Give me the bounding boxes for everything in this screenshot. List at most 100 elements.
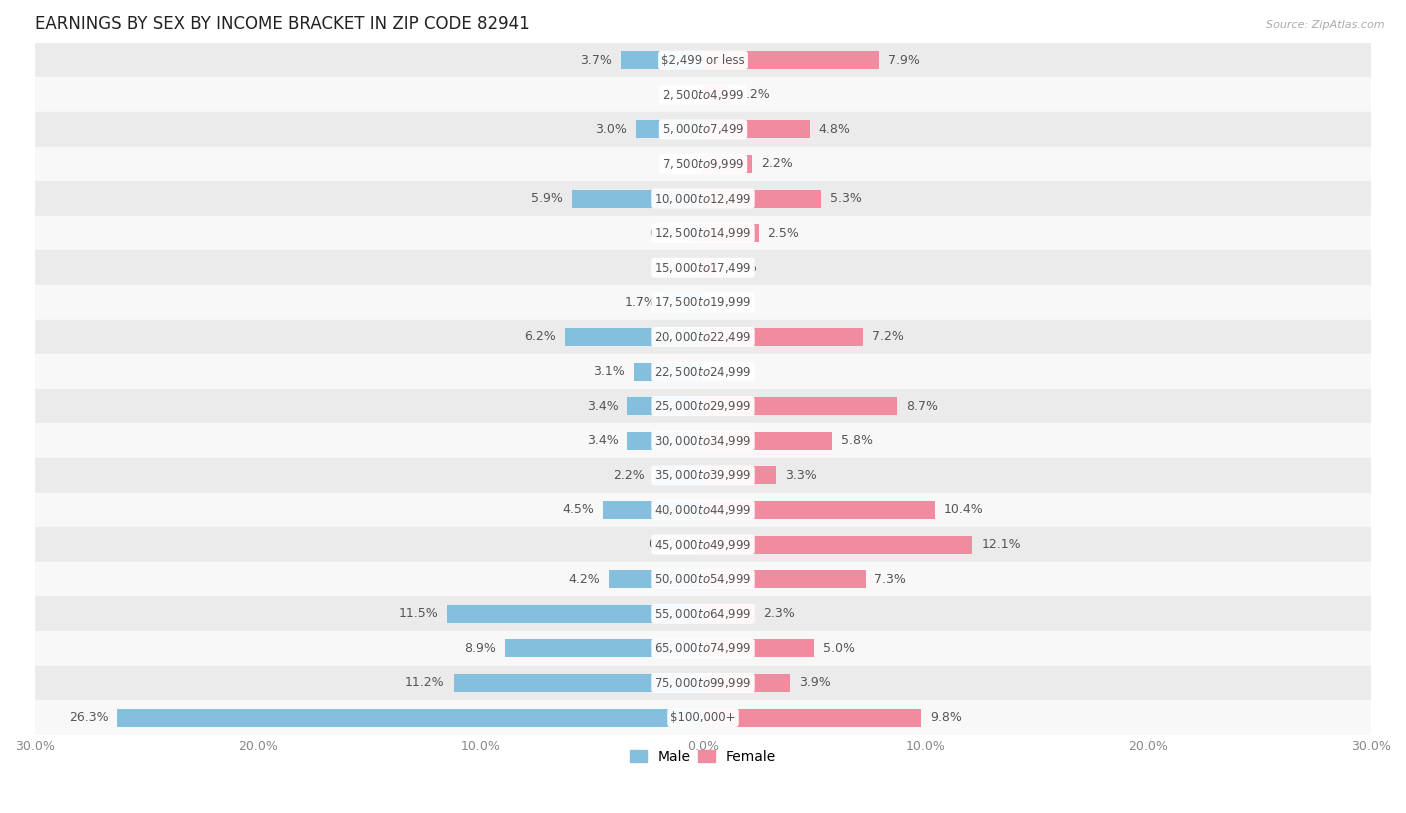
Text: $30,000 to $34,999: $30,000 to $34,999 <box>654 434 752 448</box>
Text: 5.0%: 5.0% <box>824 642 855 654</box>
Bar <box>35 700 1371 735</box>
Bar <box>454 674 703 692</box>
Bar <box>35 354 1371 389</box>
Text: $25,000 to $29,999: $25,000 to $29,999 <box>654 399 752 413</box>
Bar <box>35 181 1371 216</box>
Bar <box>35 216 1371 250</box>
Bar <box>703 432 832 450</box>
Text: 4.2%: 4.2% <box>569 572 600 585</box>
Bar <box>627 398 703 415</box>
Text: 0.0%: 0.0% <box>711 365 744 378</box>
Text: $35,000 to $39,999: $35,000 to $39,999 <box>654 468 752 482</box>
Bar <box>35 666 1371 700</box>
Text: $7,500 to $9,999: $7,500 to $9,999 <box>662 157 744 171</box>
Text: 2.5%: 2.5% <box>768 227 800 240</box>
Bar <box>35 424 1371 458</box>
Text: $75,000 to $99,999: $75,000 to $99,999 <box>654 676 752 690</box>
Text: 7.3%: 7.3% <box>875 572 907 585</box>
Bar <box>609 570 703 588</box>
Bar <box>703 709 921 727</box>
Text: 0.0%: 0.0% <box>711 296 744 309</box>
Bar <box>703 189 821 207</box>
Text: 11.5%: 11.5% <box>398 607 439 620</box>
Text: EARNINGS BY SEX BY INCOME BRACKET IN ZIP CODE 82941: EARNINGS BY SEX BY INCOME BRACKET IN ZIP… <box>35 15 530 33</box>
Text: 3.4%: 3.4% <box>586 434 619 447</box>
Text: $10,000 to $12,499: $10,000 to $12,499 <box>654 192 752 206</box>
Text: $2,500 to $4,999: $2,500 to $4,999 <box>662 88 744 102</box>
Bar <box>703 501 935 519</box>
Text: 5.9%: 5.9% <box>531 192 562 205</box>
Bar <box>689 224 703 242</box>
Text: 0.6%: 0.6% <box>648 227 681 240</box>
Bar <box>636 120 703 138</box>
Bar <box>35 493 1371 528</box>
Bar <box>35 320 1371 354</box>
Text: $12,500 to $14,999: $12,500 to $14,999 <box>654 226 752 240</box>
Bar <box>35 43 1371 77</box>
Text: $20,000 to $22,499: $20,000 to $22,499 <box>654 330 752 344</box>
Bar <box>703 259 717 276</box>
Bar <box>117 709 703 727</box>
Text: 5.8%: 5.8% <box>841 434 873 447</box>
Bar <box>703 51 879 69</box>
Text: 2.2%: 2.2% <box>761 158 793 171</box>
Bar <box>627 432 703 450</box>
Text: 12.1%: 12.1% <box>981 538 1021 551</box>
Text: $15,000 to $17,499: $15,000 to $17,499 <box>654 261 752 275</box>
Bar <box>565 328 703 346</box>
Bar <box>35 285 1371 320</box>
Bar <box>703 155 752 173</box>
Text: 26.3%: 26.3% <box>69 711 108 724</box>
Text: $5,000 to $7,499: $5,000 to $7,499 <box>662 123 744 137</box>
Bar <box>35 631 1371 666</box>
Text: 4.8%: 4.8% <box>818 123 851 136</box>
Bar <box>35 389 1371 424</box>
Bar <box>703 536 973 554</box>
Bar <box>702 259 703 276</box>
Text: 1.2%: 1.2% <box>738 89 770 102</box>
Text: 0.27%: 0.27% <box>648 538 688 551</box>
Text: $55,000 to $64,999: $55,000 to $64,999 <box>654 606 752 621</box>
Text: 8.7%: 8.7% <box>905 400 938 413</box>
Bar <box>620 51 703 69</box>
Bar <box>35 146 1371 181</box>
Text: 6.2%: 6.2% <box>524 330 555 343</box>
Bar <box>703 120 810 138</box>
Bar <box>703 674 790 692</box>
Bar <box>703 398 897 415</box>
Bar <box>634 363 703 380</box>
Bar <box>703 224 759 242</box>
Text: 0.0%: 0.0% <box>662 158 695 171</box>
Text: $100,000+: $100,000+ <box>671 711 735 724</box>
Bar <box>35 77 1371 112</box>
Bar <box>654 467 703 485</box>
Text: 1.7%: 1.7% <box>624 296 657 309</box>
Bar <box>697 536 703 554</box>
Text: $65,000 to $74,999: $65,000 to $74,999 <box>654 641 752 655</box>
Text: 7.2%: 7.2% <box>872 330 904 343</box>
Bar <box>35 528 1371 562</box>
Bar <box>447 605 703 623</box>
Text: 0.07%: 0.07% <box>652 261 693 274</box>
Bar <box>505 639 703 658</box>
Bar <box>703 639 814 658</box>
Text: 3.1%: 3.1% <box>593 365 626 378</box>
Text: 4.5%: 4.5% <box>562 503 593 516</box>
Bar <box>703 605 754 623</box>
Text: 3.4%: 3.4% <box>586 400 619 413</box>
Bar <box>603 501 703 519</box>
Bar <box>35 458 1371 493</box>
Bar <box>703 86 730 104</box>
Text: $17,500 to $19,999: $17,500 to $19,999 <box>654 295 752 310</box>
Text: 3.3%: 3.3% <box>786 469 817 482</box>
Legend: Male, Female: Male, Female <box>624 745 782 769</box>
Text: 7.9%: 7.9% <box>887 54 920 67</box>
Text: 11.2%: 11.2% <box>405 676 444 689</box>
Bar <box>703 570 866 588</box>
Text: $2,499 or less: $2,499 or less <box>661 54 745 67</box>
Bar <box>572 189 703 207</box>
Text: 2.3%: 2.3% <box>763 607 794 620</box>
Bar <box>35 112 1371 146</box>
Text: 2.2%: 2.2% <box>613 469 645 482</box>
Text: 3.0%: 3.0% <box>595 123 627 136</box>
